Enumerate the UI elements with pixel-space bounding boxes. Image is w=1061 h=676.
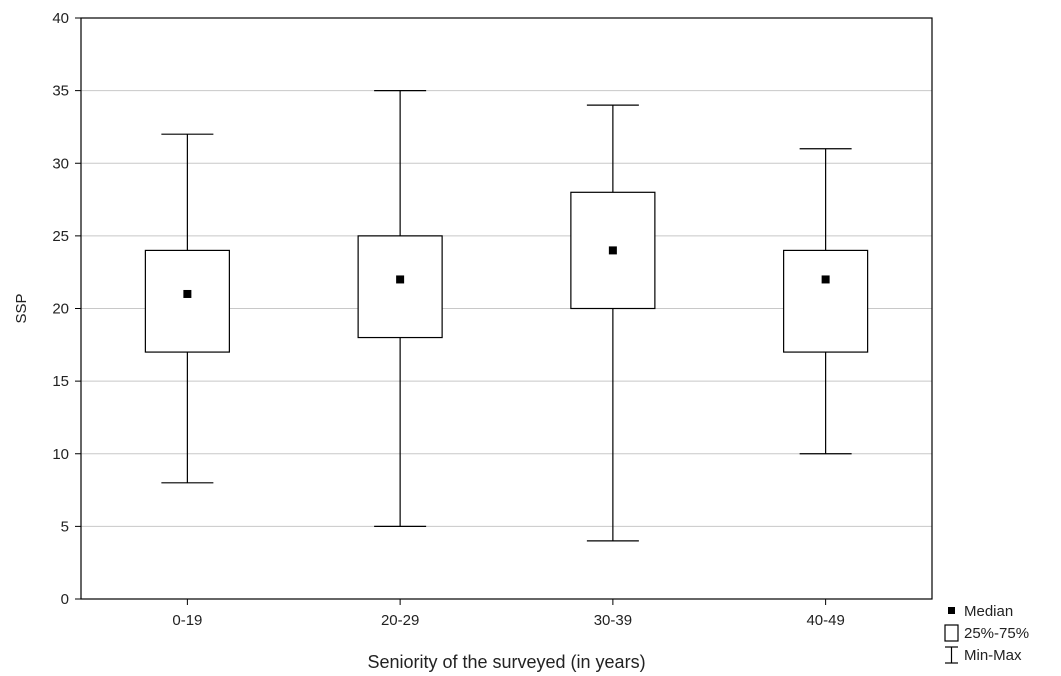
- x-axis-title: Seniority of the surveyed (in years): [367, 652, 645, 672]
- legend-item: 25%-75%: [944, 624, 1029, 642]
- legend: Median 25%-75% Min-Max: [944, 603, 1029, 664]
- x-tick-label: 40-49: [806, 612, 844, 629]
- y-tick-label: 20: [52, 301, 69, 318]
- y-tick-label: 35: [52, 83, 69, 100]
- y-tick-label: 5: [61, 518, 69, 535]
- legend-label: Median: [964, 603, 1013, 620]
- x-tick-label: 20-29: [381, 612, 419, 629]
- box-20-29: [357, 90, 443, 527]
- x-axis-ticks: 0-19 20-29 30-39 40-49: [172, 599, 845, 629]
- y-axis-ticks: 0 5 10 15 20 25 30 35 40: [52, 10, 81, 608]
- y-axis-title: SSP: [13, 293, 30, 323]
- iqr-box: [144, 249, 230, 353]
- box-30-39: [570, 104, 656, 542]
- y-tick-label: 0: [61, 591, 69, 608]
- legend-median-icon: [948, 607, 955, 614]
- median-marker: [183, 289, 192, 298]
- legend-item: Median: [948, 603, 1013, 620]
- median-marker: [821, 275, 830, 284]
- box-0-19: [144, 133, 230, 484]
- iqr-box: [357, 235, 443, 339]
- median-marker: [608, 246, 617, 255]
- x-tick-label: 0-19: [172, 612, 202, 629]
- y-tick-label: 40: [52, 10, 69, 27]
- y-tick-label: 25: [52, 228, 69, 245]
- box-series: [144, 90, 869, 542]
- iqr-box: [783, 249, 869, 353]
- legend-label: 25%-75%: [964, 625, 1029, 642]
- y-tick-label: 10: [52, 446, 69, 463]
- x-tick-label: 30-39: [594, 612, 632, 629]
- y-tick-label: 30: [52, 155, 69, 172]
- median-marker: [396, 275, 405, 284]
- box-40-49: [783, 148, 869, 455]
- legend-item: Min-Max: [945, 646, 1022, 664]
- y-tick-label: 15: [52, 373, 69, 390]
- legend-box-icon: [944, 624, 959, 642]
- legend-label: Min-Max: [964, 647, 1022, 664]
